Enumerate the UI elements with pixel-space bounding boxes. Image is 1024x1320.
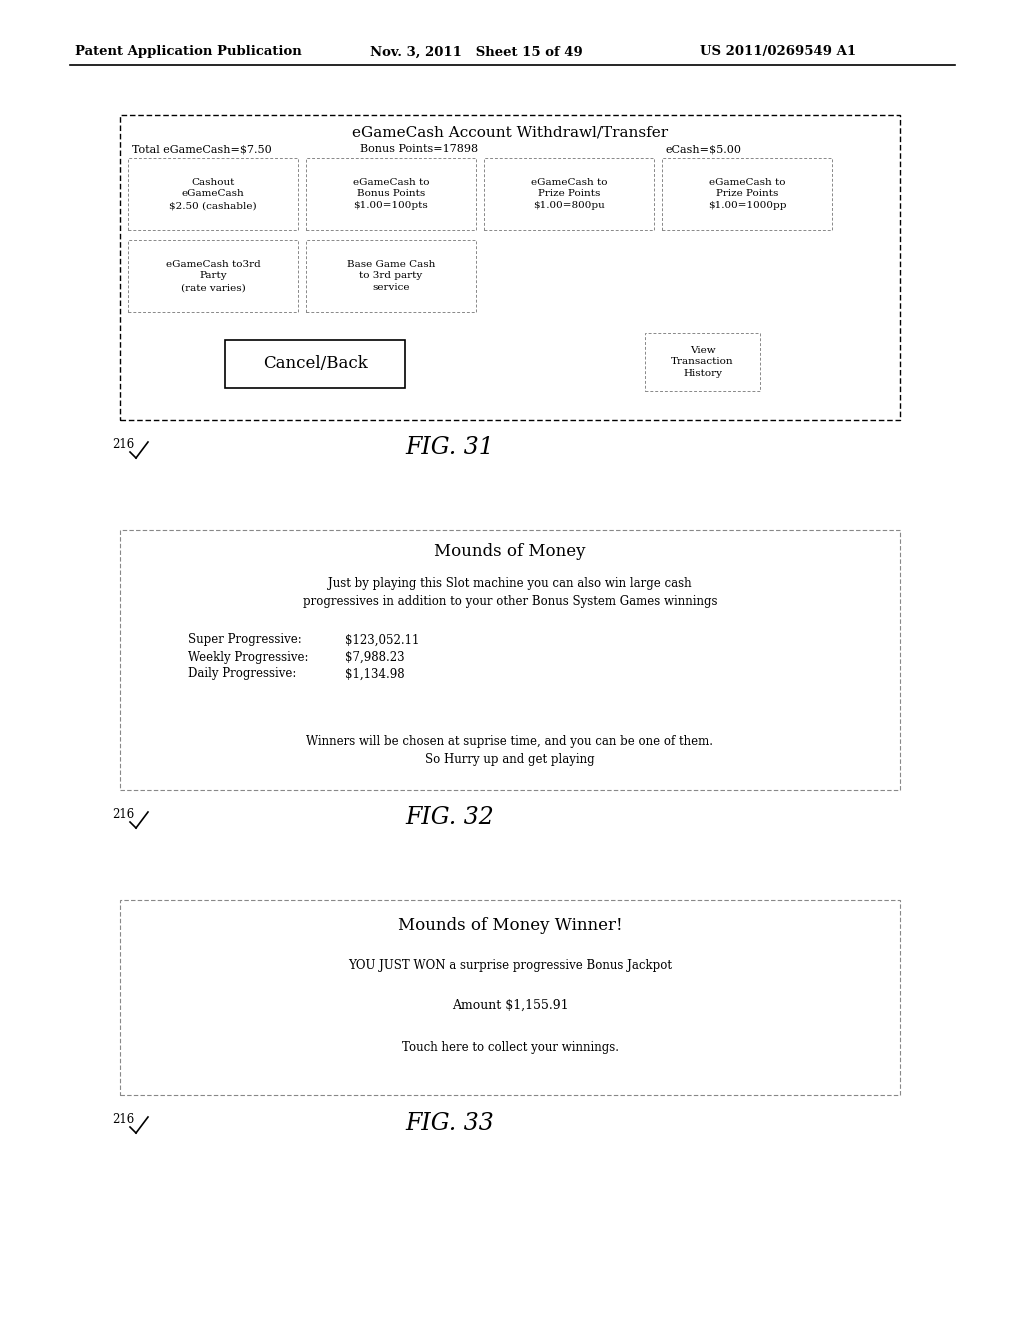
Text: Base Game Cash
to 3rd party
service: Base Game Cash to 3rd party service (347, 260, 435, 292)
Text: Daily Progressive:: Daily Progressive: (188, 668, 296, 681)
Text: Just by playing this Slot machine you can also win large cash
progressives in ad: Just by playing this Slot machine you ca… (303, 577, 717, 607)
Text: $123,052.11: $123,052.11 (345, 634, 420, 647)
Text: Cashout
eGameCash
$2.50 (cashable): Cashout eGameCash $2.50 (cashable) (169, 178, 257, 210)
Bar (128, 240, 298, 312)
Text: Super Progressive:: Super Progressive: (188, 634, 302, 647)
Text: $7,988.23: $7,988.23 (345, 651, 404, 664)
Text: Patent Application Publication: Patent Application Publication (75, 45, 302, 58)
Text: eGameCash to3rd
Party
(rate varies): eGameCash to3rd Party (rate varies) (166, 260, 260, 292)
Text: Touch here to collect your winnings.: Touch here to collect your winnings. (401, 1041, 618, 1055)
Bar (306, 158, 476, 230)
Text: eGameCash to
Prize Points
$1.00=1000pp: eGameCash to Prize Points $1.00=1000pp (708, 178, 786, 210)
Bar (120, 115, 900, 420)
Bar (645, 333, 760, 391)
Text: eGameCash Account Withdrawl/Transfer: eGameCash Account Withdrawl/Transfer (352, 125, 668, 140)
Text: 216: 216 (112, 808, 134, 821)
Text: Cancel/Back: Cancel/Back (262, 355, 368, 372)
Text: View
Transaction
History: View Transaction History (671, 346, 734, 379)
Bar (662, 158, 831, 230)
Bar (306, 240, 476, 312)
Text: $1,134.98: $1,134.98 (345, 668, 404, 681)
Text: Total eGameCash=$7.50: Total eGameCash=$7.50 (132, 144, 271, 154)
Text: eCash=$5.00: eCash=$5.00 (665, 144, 741, 154)
Text: FIG. 33: FIG. 33 (406, 1111, 495, 1134)
Text: Winners will be chosen at suprise time, and you can be one of them.
So Hurry up : Winners will be chosen at suprise time, … (306, 734, 714, 766)
Text: eGameCash to
Bonus Points
$1.00=100pts: eGameCash to Bonus Points $1.00=100pts (352, 178, 429, 210)
Bar (128, 158, 298, 230)
Text: Amount $1,155.91: Amount $1,155.91 (452, 998, 568, 1011)
Bar (484, 158, 654, 230)
Text: US 2011/0269549 A1: US 2011/0269549 A1 (700, 45, 856, 58)
Bar (120, 531, 900, 789)
Text: Nov. 3, 2011   Sheet 15 of 49: Nov. 3, 2011 Sheet 15 of 49 (370, 45, 583, 58)
Text: 216: 216 (112, 438, 134, 451)
Text: Mounds of Money Winner!: Mounds of Money Winner! (397, 916, 623, 933)
Text: eGameCash to
Prize Points
$1.00=800pu: eGameCash to Prize Points $1.00=800pu (530, 178, 607, 210)
Text: FIG. 31: FIG. 31 (406, 437, 495, 459)
Text: Mounds of Money: Mounds of Money (434, 544, 586, 561)
Text: Weekly Progressive:: Weekly Progressive: (188, 651, 308, 664)
Text: YOU JUST WON a surprise progressive Bonus Jackpot: YOU JUST WON a surprise progressive Bonu… (348, 958, 672, 972)
Text: Bonus Points=17898: Bonus Points=17898 (360, 144, 478, 154)
Text: 216: 216 (112, 1113, 134, 1126)
Bar (225, 341, 406, 388)
Text: FIG. 32: FIG. 32 (406, 807, 495, 829)
Bar (120, 900, 900, 1096)
